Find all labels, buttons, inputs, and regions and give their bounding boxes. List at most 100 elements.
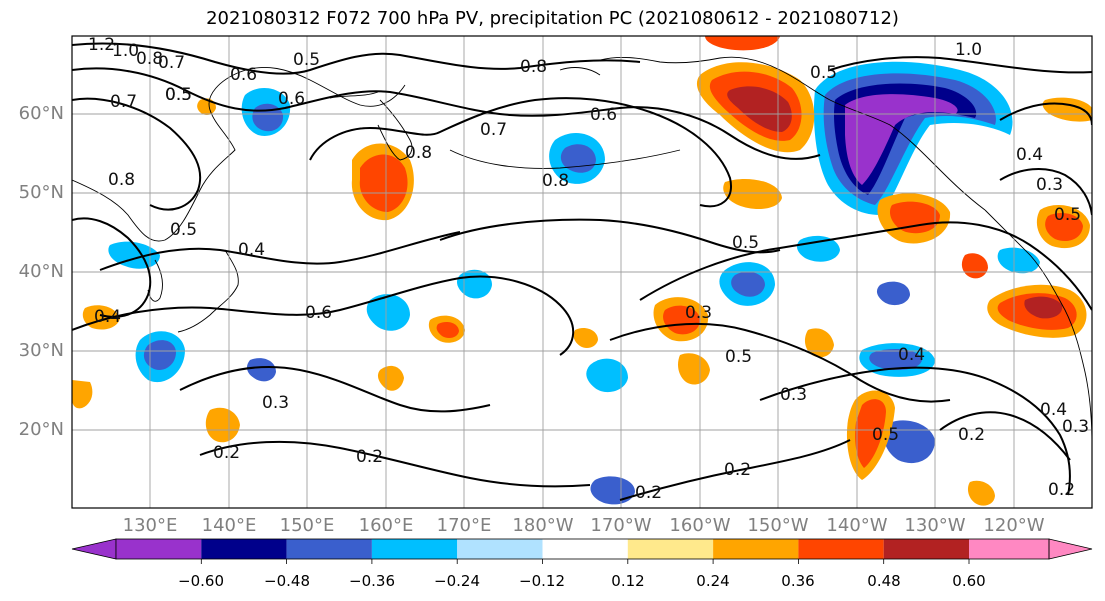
contour-label: 0.2 [635, 483, 662, 503]
japan-coastline [177, 249, 239, 333]
contour-label: 0.8 [108, 170, 135, 190]
contour-label: 0.4 [238, 240, 265, 260]
map-plot-area: 1.2 1.0 0.8 0.7 0.5 0.6 0.7 0.5 0.8 0.6 … [72, 35, 1092, 508]
coastline-detail [329, 91, 379, 99]
contour-label: 1.0 [112, 41, 139, 61]
pv-contour [759, 366, 1071, 496]
pv-contour [72, 275, 575, 356]
negative-precip-area [797, 235, 840, 262]
colorbar-tick-label: −0.60 [178, 572, 224, 590]
pv-contour [199, 440, 591, 488]
contour-label: 0.2 [958, 425, 985, 445]
positive-precip-area [727, 86, 792, 132]
pv-contour [619, 439, 851, 501]
colorbar-tick-label: 0.48 [867, 572, 901, 590]
lon-label: 160°W [669, 515, 731, 536]
lon-label: 170°W [590, 515, 652, 536]
korea-coastline [147, 259, 163, 302]
colorbar-segment [969, 539, 1049, 559]
lon-label: 180°W [512, 515, 574, 536]
colorbar-segment [371, 539, 458, 559]
colorbar-segment [627, 539, 714, 559]
positive-precip-area [205, 407, 240, 443]
contour-label: 0.4 [1040, 400, 1067, 420]
negative-precip-area [845, 94, 958, 185]
positive-precip-area [678, 353, 710, 385]
colorbar-segment [883, 539, 969, 559]
graticule [72, 36, 1092, 508]
lon-label: 160°E [358, 515, 414, 536]
asia-coastline [72, 66, 406, 242]
positive-precip-area [889, 201, 940, 234]
pv-contour [639, 221, 1092, 311]
lon-label: 170°E [436, 515, 492, 536]
contour-label: 0.4 [94, 307, 121, 327]
pv-contour [309, 97, 732, 208]
lat-label-50n: 50°N [18, 182, 64, 203]
positive-precip-area [72, 380, 93, 409]
colorbar-segment [542, 539, 628, 559]
contour-label: 1.0 [955, 40, 982, 60]
lon-label: 150°E [279, 515, 335, 536]
positive-precip-area [705, 36, 780, 51]
contour-label: 0.6 [230, 65, 257, 85]
contour-label: 0.3 [1062, 417, 1089, 437]
contour-label: 0.2 [724, 460, 751, 480]
contour-label: 0.8 [520, 57, 547, 77]
negative-precip-area [143, 340, 176, 371]
contour-label: 0.5 [810, 63, 837, 83]
contour-label: 0.5 [165, 85, 192, 105]
aleutian-chain [449, 149, 681, 169]
contour-label: 1.2 [88, 35, 115, 55]
contour-label: 0.4 [898, 345, 925, 365]
pv-contour [72, 42, 641, 75]
coastlines [72, 56, 1092, 446]
positive-precip-area [1024, 296, 1063, 319]
pv-contour [439, 218, 781, 254]
colorbar-segment [713, 539, 799, 559]
colorbar-tick-label: −0.12 [519, 572, 565, 590]
colorbar-tick-label: 0.24 [696, 572, 730, 590]
contour-label: 0.3 [262, 393, 289, 413]
pv-contour [179, 365, 491, 413]
positive-precip-area [663, 305, 701, 335]
colorbar-tick-label: 0.36 [781, 572, 815, 590]
negative-precip-area [366, 294, 410, 331]
positive-precip-area [1045, 213, 1083, 242]
contour-label: 0.2 [356, 447, 383, 467]
coastline-detail [559, 67, 601, 76]
contour-label: 0.3 [780, 385, 807, 405]
negative-precip-area [246, 358, 276, 382]
contour-label: 0.5 [170, 220, 197, 240]
contour-label: 0.6 [305, 303, 332, 323]
positive-precip-area [436, 322, 459, 339]
pv-contour [99, 231, 461, 271]
colorbar-extension-high [1048, 538, 1093, 560]
contour-labels: 1.2 1.0 0.8 0.7 0.5 0.6 0.7 0.5 0.8 0.6 … [88, 35, 1089, 503]
colorbar-tick-label: 0.60 [952, 572, 986, 590]
colorbar-segment [116, 539, 202, 559]
contour-label: 0.5 [872, 425, 899, 445]
pv-contour [939, 411, 1071, 461]
lon-label: 120°W [983, 515, 1045, 536]
map-title: 2021080312 F072 700 hPa PV, precipitatio… [206, 8, 899, 29]
positive-precip-area [377, 365, 404, 391]
contour-label: 0.2 [1048, 480, 1075, 500]
colorbar-segment [286, 539, 372, 559]
lat-label-20n: 20°N [18, 419, 64, 440]
pv-contour [999, 168, 1092, 216]
colorbar-segment [201, 539, 287, 559]
colorbar-frame [115, 538, 1050, 560]
contour-label: 0.4 [1016, 145, 1043, 165]
negative-precip-area [883, 420, 935, 464]
lon-label: 150°W [747, 515, 809, 536]
lat-label-60n: 60°N [18, 103, 64, 124]
pv-contour [72, 97, 202, 211]
lon-label: 140°W [826, 515, 888, 536]
negative-precip-area [731, 271, 765, 297]
contour-label: 0.8 [405, 143, 432, 163]
contour-label: 0.5 [165, 85, 192, 105]
colorbar-tick-label: −0.48 [264, 572, 310, 590]
pv-contour [72, 67, 821, 160]
